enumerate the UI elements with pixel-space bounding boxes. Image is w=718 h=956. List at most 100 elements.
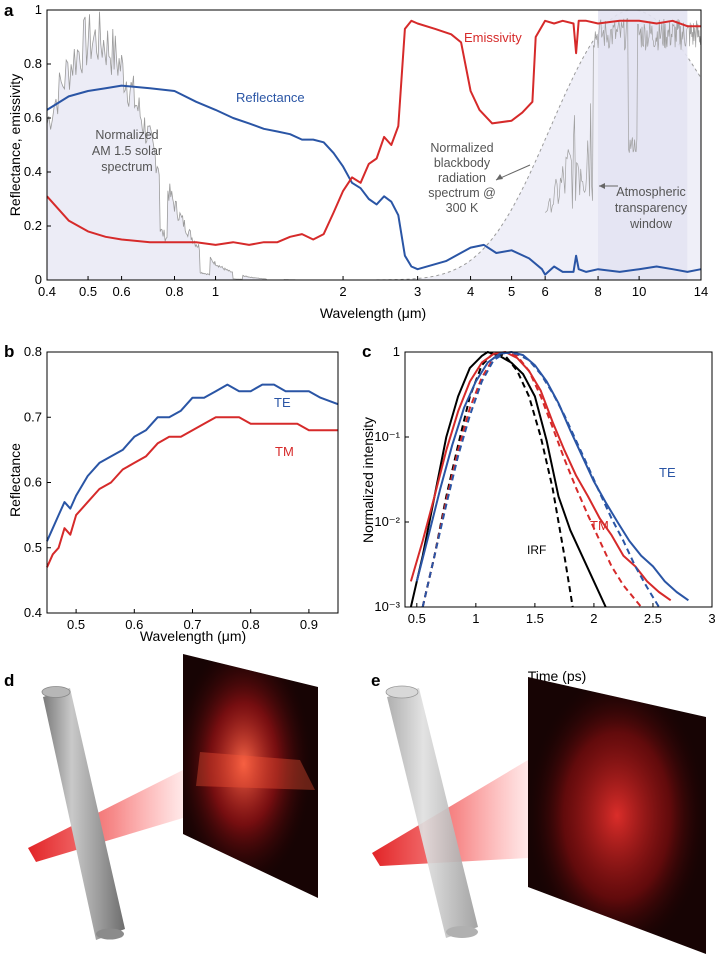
panel-a-series — [46, 19, 702, 276]
x-tick-label: 0.8 — [242, 617, 260, 632]
panel-c-xlabel: Time (ps) — [528, 668, 587, 684]
panel-a: a Reflectance, emissivity Wavelength (μm… — [4, 1, 708, 321]
panel-c: c Normalized intensity Time (ps) 0.5 1 1.5… — [360, 342, 716, 684]
rod-d — [43, 688, 125, 940]
rod-e — [387, 688, 478, 938]
y-tick-label: 0.7 — [24, 409, 42, 424]
blackbody-arrowhead — [496, 174, 503, 180]
panel-a-frame — [46, 9, 702, 281]
reflectance-label: Reflectance — [236, 90, 305, 105]
panel-c-ylabel: Normalized intensity — [360, 417, 376, 543]
y-tick-label: 0.6 — [24, 110, 42, 125]
solar-annotation-line: AM 1.5 solar — [92, 144, 162, 158]
panel-b: b Reflectance Wavelength (μm) 0.5 0.6 0.7 0… — [4, 342, 339, 644]
window-band — [598, 10, 688, 280]
y-tick-label: 0.8 — [24, 344, 42, 359]
x-tick-label: 0.6 — [113, 284, 131, 299]
y-tick-label: 0.6 — [24, 475, 42, 490]
y-tick-label: 1 — [35, 2, 42, 17]
y-tick-label: 0.4 — [24, 164, 42, 179]
x-tick-label: 6 — [542, 284, 549, 299]
window-annotation-line: window — [629, 217, 673, 231]
x-tick-label: 2 — [590, 611, 597, 626]
blackbody-annotation-line: 300 K — [446, 201, 479, 215]
x-tick-label: 3 — [708, 611, 715, 626]
tm-label: TM — [275, 444, 294, 459]
panel-d: d — [4, 654, 318, 940]
panel-b-xlabel: Wavelength (μm) — [140, 628, 246, 644]
window-annotation-line: transparency — [615, 201, 688, 215]
panel-b-series — [46, 383, 339, 568]
series-line-tm — [409, 351, 672, 602]
panel-a-ylabel: Reflectance, emissivity — [7, 74, 23, 216]
x-tick-label: 2 — [339, 284, 346, 299]
x-tick-label: 10 — [632, 284, 646, 299]
x-tick-label: 4 — [467, 284, 474, 299]
x-tick-label: 0.9 — [300, 617, 318, 632]
x-tick-label: 0.8 — [165, 284, 183, 299]
y-tick-label: 0.4 — [24, 605, 42, 620]
panel-c-label: c — [362, 342, 371, 361]
blackbody-annotation: Normalized blackbody radiation spectrum … — [428, 141, 531, 215]
rod-e-top — [385, 685, 419, 699]
solar-fill — [47, 11, 377, 280]
te-label: TE — [274, 395, 291, 410]
x-tick-label: 0.5 — [67, 617, 85, 632]
x-tick-label: 0.7 — [183, 617, 201, 632]
rod-d-top — [41, 686, 71, 698]
panel-c-frame — [404, 351, 713, 608]
panel-a-label: a — [4, 1, 14, 20]
x-tick-label: 5 — [508, 284, 515, 299]
y-tick-label: 0 — [35, 272, 42, 287]
panel-b-ticks: 0.5 0.6 0.7 0.8 0.9 0.4 0.5 0.6 0.7 0.8 — [24, 344, 318, 632]
blackbody-annotation-line: Normalized — [430, 141, 493, 155]
x-tick-label: 0.6 — [125, 617, 143, 632]
panel-a-xlabel: Wavelength (μm) — [320, 305, 426, 321]
y-tick-label: 1 — [393, 344, 400, 359]
x-tick-label: 0.5 — [408, 611, 426, 626]
y-tick-label: 0.8 — [24, 56, 42, 71]
x-tick-label: 1 — [212, 284, 219, 299]
series-line-irf — [409, 351, 607, 608]
atmospheric-window-shade — [544, 10, 702, 280]
rod-d-bottom — [96, 928, 124, 940]
window-annotation: Atmospheric transparency window — [599, 183, 688, 231]
series-line-te-fit — [421, 351, 660, 608]
y-tick-label: 0.5 — [24, 540, 42, 555]
series-line-te — [46, 383, 339, 542]
series-line-emissivity — [46, 19, 701, 246]
laser-beam-d — [28, 770, 183, 862]
series-line-tm — [46, 416, 338, 568]
panel-d-label: d — [4, 671, 14, 690]
atmosphere-curve — [544, 18, 702, 213]
x-tick-label: 0.5 — [79, 284, 97, 299]
blackbody-annotation-line: spectrum @ — [428, 186, 496, 200]
window-arrowhead — [599, 183, 605, 189]
blackbody-annotation-line: radiation — [438, 171, 486, 185]
tm-label: TM — [590, 518, 609, 533]
irf-label: IRF — [527, 543, 546, 557]
panel-b-ylabel: Reflectance — [7, 443, 23, 517]
panel-b-label: b — [4, 342, 14, 361]
series-line-reflectance — [46, 84, 702, 276]
x-tick-label: 14 — [694, 284, 708, 299]
scatter-streak-d — [196, 752, 315, 790]
x-tick-label: 8 — [594, 284, 601, 299]
panel-e: e — [371, 671, 706, 954]
x-tick-label: 1 — [472, 611, 479, 626]
scatter-pattern-e — [528, 677, 706, 954]
series-line-tm-fit — [421, 351, 642, 608]
window-annotation-line: Atmospheric — [616, 185, 685, 199]
x-tick-label: 1.5 — [526, 611, 544, 626]
panel-e-label: e — [371, 671, 380, 690]
te-label: TE — [659, 465, 676, 480]
y-tick-label: 10⁻¹ — [374, 429, 400, 444]
laser-beam-e — [372, 760, 528, 866]
solar-annotation-line: Normalized — [95, 128, 158, 142]
blackbody-annotation-line: blackbody — [434, 156, 491, 170]
panel-c-ticks: 0.5 1 1.5 2 2.5 3 10⁻³ 10⁻² 10⁻¹ 1 — [374, 344, 715, 626]
panel-c-series — [409, 351, 689, 608]
emissivity-label: Emissivity — [464, 30, 522, 45]
rod-e-bottom — [446, 926, 478, 938]
